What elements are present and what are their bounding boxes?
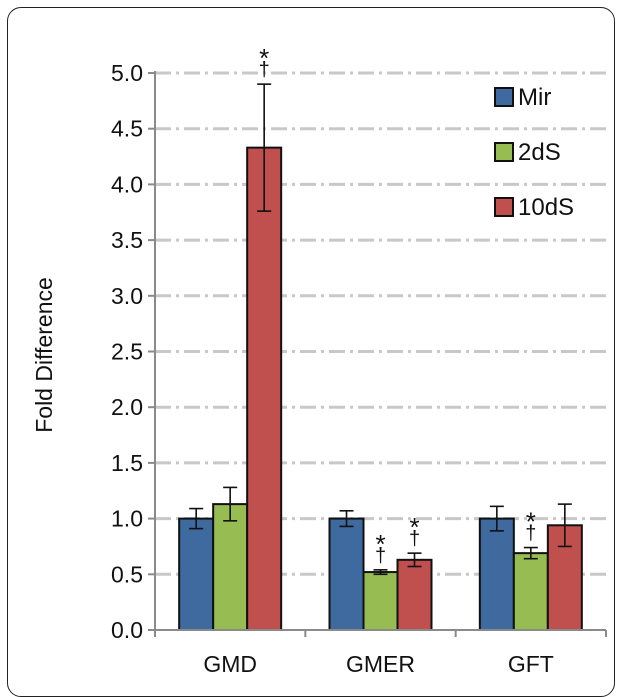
bar-2ds-gft bbox=[512, 552, 549, 631]
significance-star: * bbox=[526, 507, 536, 537]
y-tick-label: 3.0 bbox=[111, 283, 143, 309]
bar-mir-gmer bbox=[328, 517, 365, 631]
bar-10ds-gft bbox=[546, 524, 583, 631]
legend-label-mir: Mir bbox=[518, 84, 551, 111]
y-tick-label: 4.5 bbox=[111, 116, 143, 142]
legend: Mir 2dS 10dS bbox=[494, 84, 574, 221]
bar-10ds-gmer bbox=[396, 558, 433, 631]
bars: †*†* †* †* bbox=[178, 43, 583, 632]
significance-dagger: † bbox=[525, 523, 536, 545]
legend-swatch-10ds bbox=[494, 197, 514, 217]
legend-swatch-2ds bbox=[494, 142, 514, 162]
y-tick-label: 2.0 bbox=[111, 394, 143, 420]
legend-label-10ds: 10dS bbox=[518, 194, 574, 221]
x-tick-label: GMER bbox=[346, 651, 415, 677]
significance-star: * bbox=[409, 512, 419, 542]
bar-2ds-gmd bbox=[212, 503, 249, 632]
bar-mir-gmd bbox=[178, 517, 215, 631]
significance-star: * bbox=[259, 43, 269, 73]
y-tick-label: 2.5 bbox=[111, 339, 143, 365]
y-tick-label: 0.5 bbox=[111, 561, 143, 587]
y-tick-label: 1.0 bbox=[111, 506, 143, 532]
bar-mir-gft bbox=[478, 517, 515, 631]
significance-dagger: † bbox=[409, 528, 420, 550]
significance-dagger: † bbox=[259, 59, 270, 81]
y-axis-label: Fold Difference bbox=[31, 277, 57, 433]
y-tick-label: 1.5 bbox=[111, 450, 143, 476]
bar-10ds-gmd bbox=[246, 146, 283, 631]
significance-star: * bbox=[375, 529, 385, 559]
x-tick-label: GFT bbox=[508, 651, 554, 677]
y-tick-label: 5.0 bbox=[111, 60, 143, 86]
axes: 0.0 0.5 1.0 1.5 2.0 2.5 3.0 3.5 4.0 4.5 5.0 GMD GMER… bbox=[111, 60, 607, 677]
y-tick-label: 0.0 bbox=[111, 617, 143, 643]
legend-label-2ds: 2dS bbox=[518, 139, 561, 166]
bar-chart: †*†* †* †* 0.00.51.01.52.02.53.03.54.04.55… bbox=[31, 43, 607, 677]
x-tick-label: GMD bbox=[203, 651, 257, 677]
y-tick-label: 4.0 bbox=[111, 171, 143, 197]
y-tick-label: 3.5 bbox=[111, 227, 143, 253]
legend-swatch-mir bbox=[494, 87, 514, 107]
bar-2ds-gmer bbox=[362, 571, 399, 632]
significance-dagger: † bbox=[375, 545, 386, 567]
